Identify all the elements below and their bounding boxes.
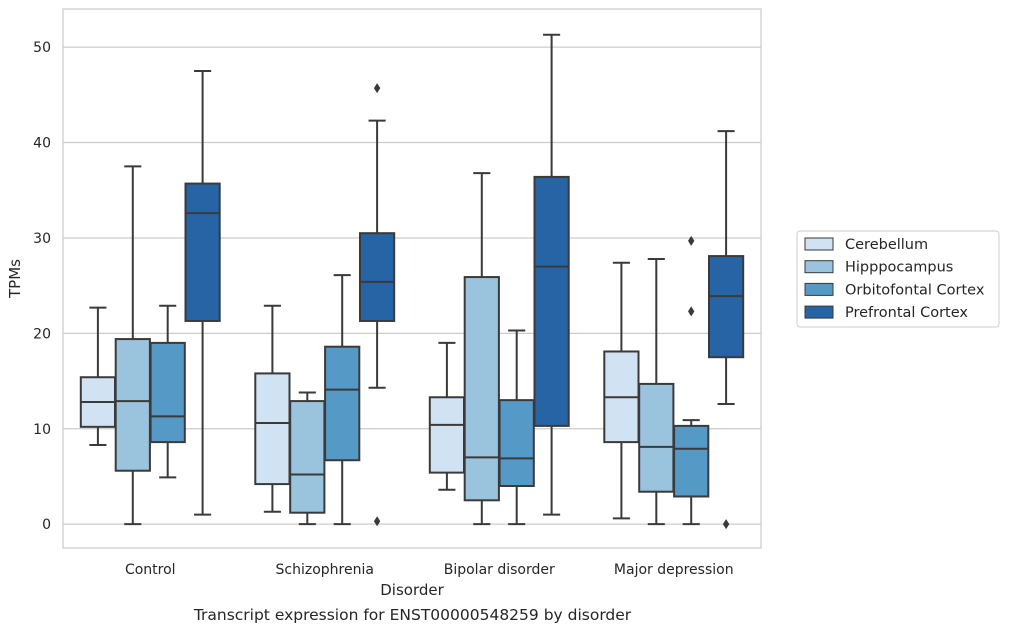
x-tick-labels: Control Schizophrenia Bipolar disorder Majo…: [125, 562, 734, 578]
y-tick-label: 20: [33, 326, 51, 342]
legend-label: Cerebellum: [845, 237, 928, 253]
box-iqr: [149, 341, 186, 444]
box: [498, 329, 535, 526]
box: [79, 306, 117, 446]
legend-swatch: [804, 237, 834, 251]
box-iqr: [184, 182, 221, 322]
y-tick-label: 50: [33, 40, 51, 56]
legend-label: Hipppocampus: [845, 260, 953, 276]
x-axis-label: Disorder: [380, 581, 444, 599]
figure-caption: Transcript expression for ENST0000054825…: [193, 606, 632, 624]
box-iqr: [463, 276, 500, 502]
box-iqr: [498, 399, 535, 487]
y-tick-label: 0: [42, 517, 51, 533]
outlier-point: [373, 516, 381, 527]
box: [463, 172, 500, 526]
box-iqr: [533, 175, 570, 427]
y-tick-label: 40: [33, 136, 51, 152]
legend-label: Prefrontal Cortex: [845, 305, 968, 321]
box-iqr: [114, 338, 151, 472]
y-tick-label: 30: [33, 231, 51, 247]
box-iqr: [428, 396, 466, 474]
box-series: [79, 33, 745, 530]
x-tick-label: Control: [125, 562, 176, 578]
box: [114, 165, 151, 526]
legend-frame: [796, 230, 1000, 328]
box: [289, 391, 326, 526]
y-tick-label: 10: [33, 422, 51, 438]
x-tick-label: Major depression: [614, 562, 734, 578]
box: [638, 257, 675, 526]
box: [707, 130, 745, 530]
outlier-point: [373, 83, 381, 94]
box-iqr: [673, 424, 710, 498]
outlier-point: [688, 235, 695, 246]
plot-frame: [62, 8, 762, 549]
box: [149, 304, 186, 479]
box: [324, 274, 361, 526]
box: [428, 341, 466, 491]
box: [533, 33, 570, 516]
y-tick-labels: 0 10 20 30 40 50: [33, 40, 51, 533]
box-iqr: [254, 372, 291, 486]
legend-swatch: [804, 282, 834, 296]
box: [603, 261, 640, 520]
legend-swatch: [804, 305, 834, 319]
x-tick-label: Bipolar disorder: [444, 562, 555, 578]
box: [358, 83, 396, 527]
outlier-point: [722, 519, 730, 530]
box: [184, 70, 221, 516]
series-orbitofontal-cortex: [149, 235, 710, 526]
series-prefrontal-cortex: [184, 33, 745, 530]
box-iqr: [638, 382, 675, 493]
x-tick-label: Schizophrenia: [276, 562, 374, 578]
box-iqr: [289, 400, 326, 514]
box-iqr: [358, 232, 396, 322]
box-iqr: [707, 255, 745, 359]
y-axis-label: TPMs: [6, 259, 24, 299]
legend: Cerebellum Hipppocampus Orbitofontal Corte…: [796, 230, 1000, 328]
legend-label: Orbitofontal Cortex: [845, 282, 985, 298]
box: [673, 235, 710, 526]
legend-swatch: [804, 260, 834, 274]
outlier-point: [688, 306, 695, 317]
box-iqr: [324, 345, 361, 462]
box: [254, 304, 291, 513]
